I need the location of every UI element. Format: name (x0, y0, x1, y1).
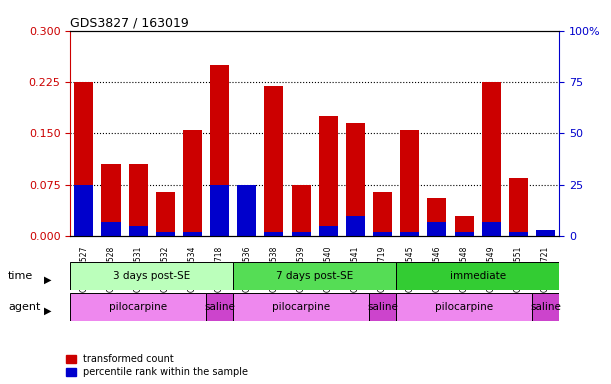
Bar (400, 130, 419, 236)
Bar (233, 262, 396, 290)
Bar (101, 222, 120, 236)
Bar (532, 293, 559, 321)
Text: 3 days post-SE: 3 days post-SE (113, 271, 191, 281)
Text: pilocarpine: pilocarpine (435, 302, 493, 312)
Bar (455, 232, 474, 236)
Legend: transformed count, percentile rank within the sample: transformed count, percentile rank withi… (66, 354, 249, 377)
Bar (455, 216, 474, 236)
Text: pilocarpine: pilocarpine (109, 302, 167, 312)
Text: saline: saline (530, 302, 561, 312)
Text: ▶: ▶ (44, 306, 51, 316)
Bar (210, 65, 229, 236)
Bar (481, 222, 500, 236)
Text: saline: saline (367, 302, 398, 312)
Text: agent: agent (8, 302, 40, 312)
Bar (265, 232, 284, 236)
Text: time: time (8, 271, 33, 281)
Bar (400, 232, 419, 236)
Bar (75, 185, 93, 236)
Bar (129, 226, 148, 236)
Text: GDS3827 / 163019: GDS3827 / 163019 (70, 17, 189, 30)
Bar (373, 232, 392, 236)
Bar (156, 192, 175, 236)
Bar (291, 185, 310, 236)
Bar (291, 232, 310, 236)
Text: pilocarpine: pilocarpine (272, 302, 330, 312)
Bar (509, 232, 528, 236)
Bar (427, 199, 447, 236)
Bar (156, 232, 175, 236)
Bar (129, 164, 148, 236)
Text: 7 days post-SE: 7 days post-SE (276, 271, 353, 281)
Bar (427, 222, 447, 236)
Bar (70, 262, 233, 290)
Bar (237, 185, 256, 236)
Bar (75, 82, 93, 236)
Bar (396, 293, 532, 321)
Bar (319, 116, 338, 236)
Bar (183, 232, 202, 236)
Bar (396, 262, 559, 290)
Bar (481, 82, 500, 236)
Text: immediate: immediate (450, 271, 506, 281)
Bar (373, 192, 392, 236)
Bar (369, 293, 396, 321)
Bar (206, 293, 233, 321)
Bar (346, 216, 365, 236)
Bar (183, 130, 202, 236)
Bar (101, 164, 120, 236)
Bar (346, 123, 365, 236)
Text: saline: saline (204, 302, 235, 312)
Text: ▶: ▶ (44, 275, 51, 285)
Bar (509, 178, 528, 236)
Bar (237, 195, 256, 236)
Bar (210, 185, 229, 236)
Bar (233, 293, 369, 321)
Bar (265, 86, 284, 236)
Bar (536, 230, 555, 236)
Bar (70, 293, 206, 321)
Bar (319, 226, 338, 236)
